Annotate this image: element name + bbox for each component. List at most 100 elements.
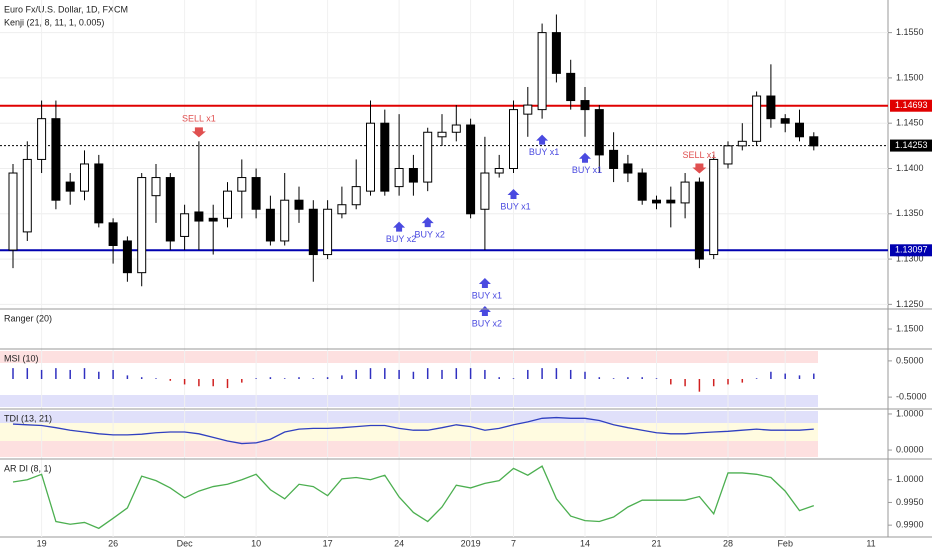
msi-upper-band xyxy=(0,351,818,363)
y-tick-label: 1.1550 xyxy=(896,27,924,37)
candle-body xyxy=(223,190,232,219)
panel-title: MSI (10) xyxy=(4,353,39,363)
buy-arrow xyxy=(478,278,491,289)
signal-label: BUY x1 xyxy=(572,165,602,175)
buy-arrow xyxy=(579,152,591,163)
price-label-box xyxy=(890,99,932,112)
candle-body xyxy=(51,118,61,201)
candle-body xyxy=(494,167,504,174)
signal-label: BUY x2 xyxy=(472,318,502,328)
candle-body xyxy=(709,158,719,256)
buy-arrow xyxy=(393,221,406,232)
candle-body xyxy=(323,208,333,256)
x-tick-label: 10 xyxy=(251,538,261,548)
candle-body xyxy=(280,199,290,242)
y-tick-label: 0.9900 xyxy=(896,520,924,530)
price-label: 1.14253 xyxy=(895,140,928,150)
candle-body xyxy=(652,199,661,204)
candle-body xyxy=(351,186,361,206)
candle-body xyxy=(380,122,390,192)
buy-arrow xyxy=(507,189,520,200)
chart-subtitle: Kenji (21, 8, 11, 1, 0.005) xyxy=(4,17,104,27)
y-tick-label: 1.1500 xyxy=(896,72,924,82)
price-label: 1.13097 xyxy=(895,245,928,255)
candle-body xyxy=(766,95,776,120)
buy-arrow xyxy=(421,217,434,228)
x-tick-label: 24 xyxy=(394,538,404,548)
candle-body xyxy=(437,131,447,138)
candle-body xyxy=(637,172,647,201)
candle-body xyxy=(137,177,147,274)
candle-body xyxy=(108,222,118,246)
candle-body xyxy=(809,136,819,147)
price-label-box xyxy=(890,244,932,257)
candle-body xyxy=(165,177,175,242)
y-tick-label: 0.9950 xyxy=(896,497,924,507)
candle-body xyxy=(65,181,75,192)
candle-body xyxy=(723,145,733,165)
signal-label: BUY x2 xyxy=(386,234,416,244)
candle-body xyxy=(566,72,576,102)
signal-label: SELL x1 xyxy=(683,150,717,160)
candle-body xyxy=(366,122,375,192)
candle-body xyxy=(795,122,804,138)
x-tick-label: 19 xyxy=(37,538,47,548)
signal-label: BUY x1 xyxy=(500,201,530,211)
candle-body xyxy=(523,104,533,115)
sell-arrow xyxy=(692,163,707,174)
y-tick-label: 1.0000 xyxy=(896,474,924,484)
x-tick-label: 21 xyxy=(651,538,661,548)
x-tick-label: Feb xyxy=(777,538,793,548)
candle-body xyxy=(394,167,404,188)
y-tick-label: 1.1250 xyxy=(896,299,924,309)
candle-body xyxy=(122,240,132,274)
candle-body xyxy=(737,140,747,147)
candle-body xyxy=(251,177,261,210)
panel-title: Ranger (20) xyxy=(4,313,52,323)
candle-body xyxy=(37,118,47,160)
buy-arrow xyxy=(478,306,491,317)
sell-arrow xyxy=(191,127,206,138)
buy-arrow xyxy=(536,134,549,145)
signal-label: BUY x1 xyxy=(529,147,559,157)
price-label-box xyxy=(890,139,932,152)
candle-body xyxy=(509,109,518,169)
candle-body xyxy=(694,181,704,260)
candle-body xyxy=(780,118,790,124)
candle-body xyxy=(609,149,619,169)
x-tick-label: 28 xyxy=(723,538,733,548)
tdi-upper-band xyxy=(0,411,818,423)
candle-body xyxy=(237,177,247,192)
y-tick-label: 1.1350 xyxy=(896,208,924,218)
y-tick-label: 1.1300 xyxy=(896,253,924,263)
candle-body xyxy=(265,208,275,242)
candle-body xyxy=(308,208,318,256)
y-tick-label: -0.5000 xyxy=(896,392,927,402)
price-label: 1.14693 xyxy=(895,100,928,110)
x-tick-label: 2019 xyxy=(461,538,481,548)
y-tick-label: 1.1500 xyxy=(896,323,924,333)
signal-label: BUY x2 xyxy=(415,230,445,240)
candle-body xyxy=(580,100,590,111)
panel-title: TDI (13, 21) xyxy=(4,413,52,423)
candle-body xyxy=(8,172,18,251)
indicator-line xyxy=(12,465,815,530)
y-tick-label: 1.1400 xyxy=(896,163,924,173)
chart-title: Euro Fx/U.S. Dollar, 1D, FXCM xyxy=(4,4,128,14)
candle-body xyxy=(537,32,547,111)
tdi-lower-band xyxy=(0,441,818,457)
candle-body xyxy=(180,213,190,237)
signal-label: BUY x1 xyxy=(472,290,502,300)
candle-body xyxy=(466,124,476,215)
candle-body xyxy=(623,163,633,174)
candle-body xyxy=(408,167,418,183)
y-tick-label: 0.0000 xyxy=(896,444,924,454)
x-tick-label: 7 xyxy=(511,538,516,548)
signal-label: SELL x1 xyxy=(182,114,216,124)
candle-body xyxy=(22,158,32,233)
candle-body xyxy=(294,199,304,210)
candle-body xyxy=(80,163,89,192)
x-tick-label: 11 xyxy=(866,538,875,548)
candle-body xyxy=(208,217,218,222)
